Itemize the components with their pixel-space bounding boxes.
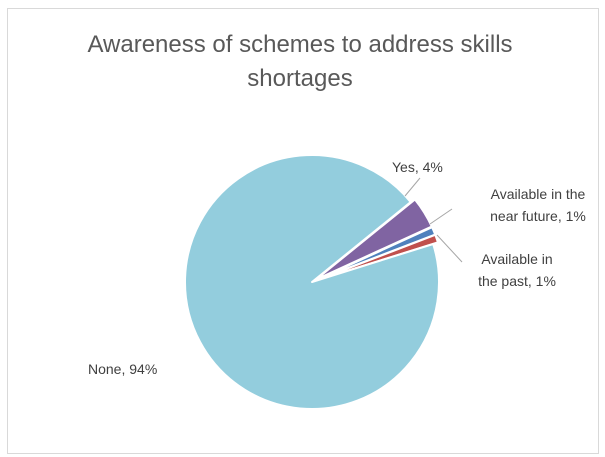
data-label: None, 94% — [88, 361, 157, 377]
leader-line — [405, 178, 420, 196]
leader-line — [430, 209, 452, 224]
data-label: Yes, 4% — [392, 159, 443, 175]
data-label: Available in the past, 1% — [478, 251, 556, 289]
pie-slices — [185, 155, 439, 409]
leader-line — [437, 235, 462, 262]
data-label: Available in the near future, 1% — [490, 186, 586, 224]
pie-slice-none — [185, 155, 439, 409]
